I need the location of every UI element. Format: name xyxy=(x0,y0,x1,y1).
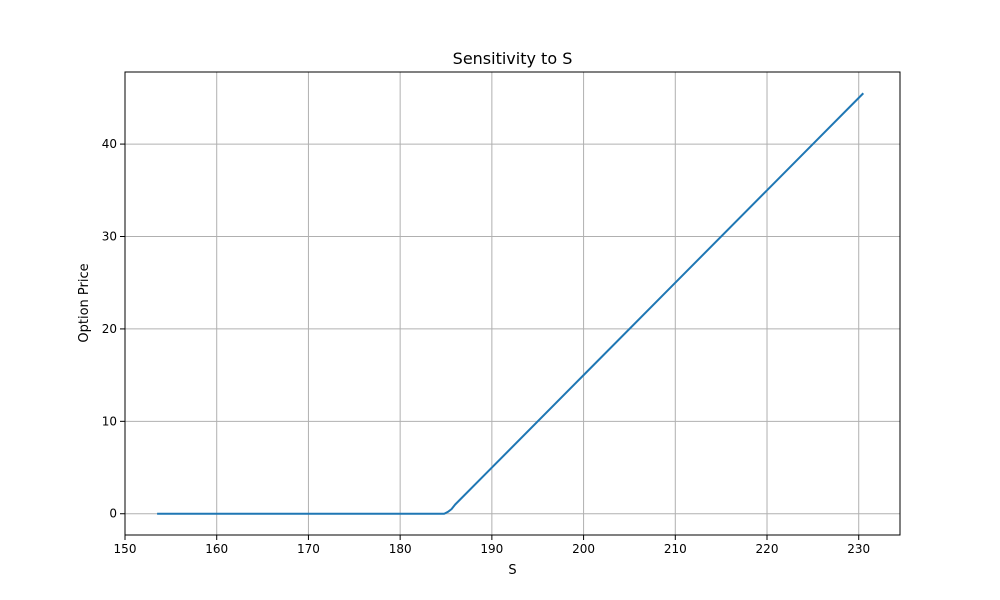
x-tick-label: 180 xyxy=(389,542,412,556)
x-tick-label: 170 xyxy=(297,542,320,556)
x-tick-label: 210 xyxy=(664,542,687,556)
y-tick-label: 40 xyxy=(102,137,117,151)
y-tick-label: 30 xyxy=(102,229,117,243)
y-tick-label: 20 xyxy=(102,322,117,336)
x-tick-label: 220 xyxy=(756,542,779,556)
x-tick-label: 230 xyxy=(847,542,870,556)
x-tick-label: 160 xyxy=(205,542,228,556)
series-line xyxy=(157,92,865,515)
chart-title: Sensitivity to S xyxy=(453,49,573,68)
axes-layer: 150 160 170 180 190 200 210 220 230 0 10 20 30 40 xyxy=(102,71,901,556)
x-tick-label: 190 xyxy=(480,542,503,556)
x-tick-label: 200 xyxy=(572,542,595,556)
series-layer xyxy=(157,92,865,515)
x-axis-label: S xyxy=(508,563,516,578)
y-tick-label: 10 xyxy=(102,414,117,428)
grid-layer xyxy=(124,72,900,535)
y-axis-label: Option Price xyxy=(77,263,92,342)
plot-frame xyxy=(124,71,901,536)
x-tick-label: 150 xyxy=(114,542,137,556)
y-tick-label: 0 xyxy=(109,507,117,521)
